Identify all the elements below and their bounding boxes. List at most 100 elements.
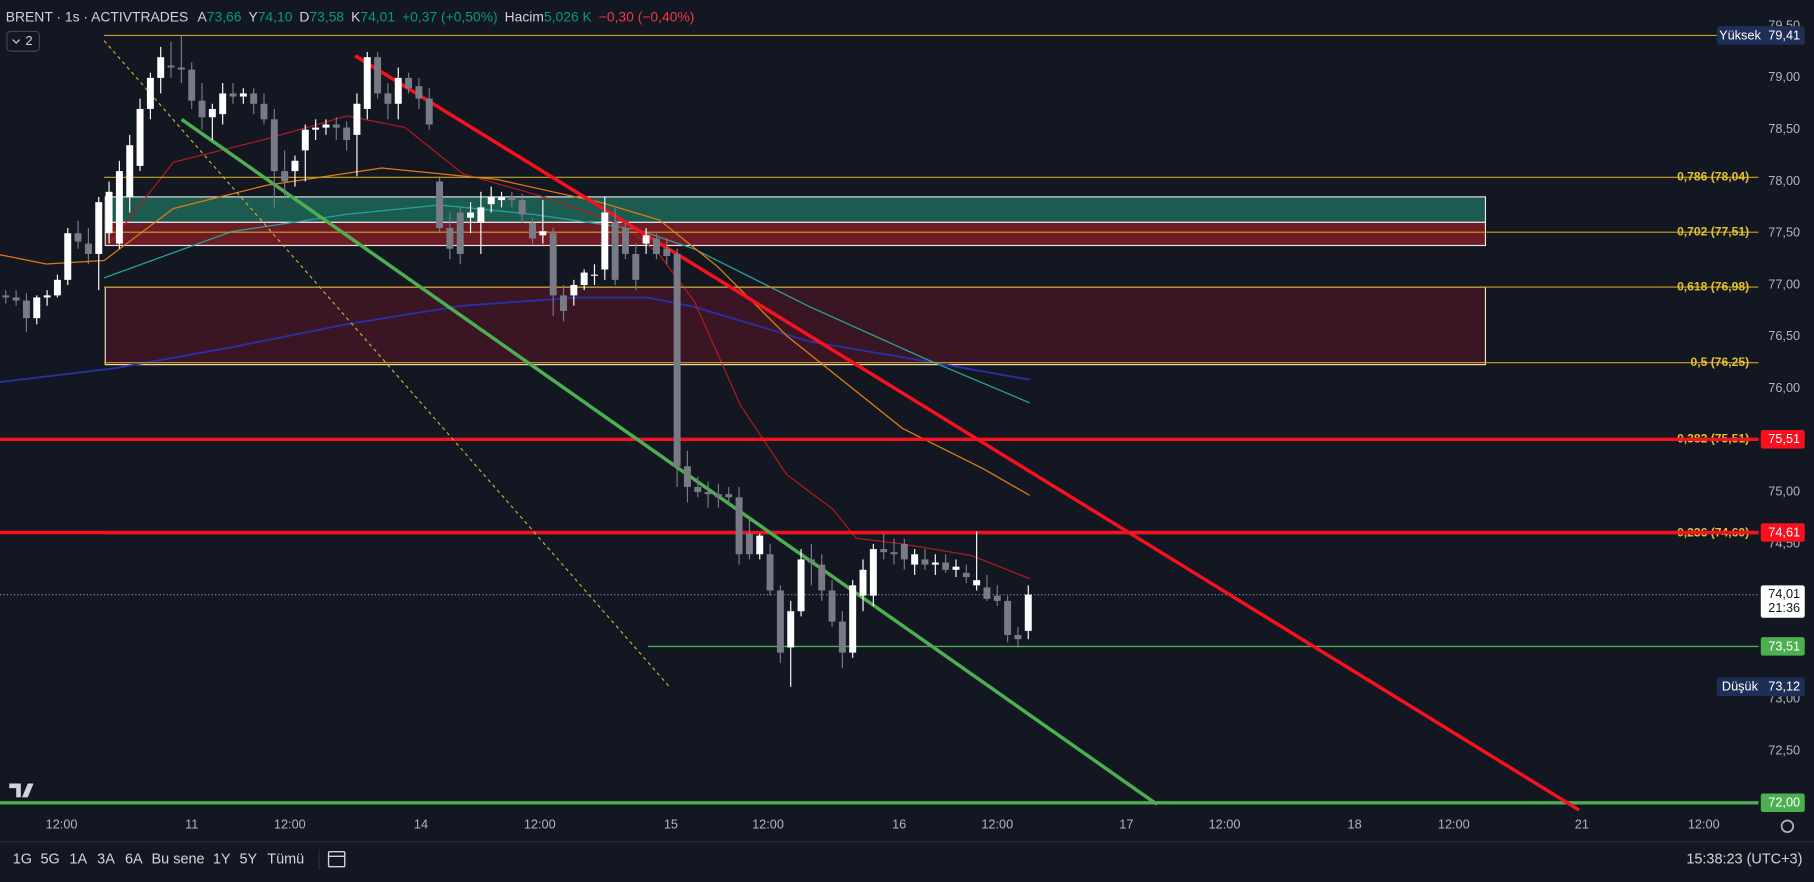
candle-body <box>869 549 877 596</box>
indicator-toggle[interactable]: 2 <box>6 30 40 52</box>
range-button[interactable]: Tümü <box>267 852 304 868</box>
candle-body <box>425 98 433 125</box>
clock: 15:38:23 (UTC+3) <box>1686 852 1802 868</box>
open-value: 73,66 <box>207 8 242 24</box>
candle-body <box>353 103 361 135</box>
marker-value: 79,41 <box>1768 27 1800 42</box>
legend: BRENT · 1s · ACTIVTRADES A73,66 Y74,10 D73,… <box>6 8 695 24</box>
high-value: 74,10 <box>258 8 293 24</box>
candle-body <box>363 57 371 109</box>
candle-body <box>405 77 413 89</box>
x-tick-label: 11 <box>185 816 198 831</box>
candle-body <box>415 86 423 99</box>
candle-body <box>580 272 588 286</box>
range-button[interactable]: 1G <box>13 852 32 868</box>
range-button[interactable]: Bu sene <box>152 852 205 868</box>
candle-body <box>570 285 578 296</box>
range-button[interactable]: 3A <box>97 852 115 868</box>
x-tick-label: 12:00 <box>1209 816 1241 831</box>
price-label-box <box>1760 430 1805 449</box>
candle-body <box>229 93 237 97</box>
calendar <box>327 851 346 868</box>
candle-body <box>591 274 598 276</box>
y-tick-label: 79,00 <box>1768 69 1800 84</box>
candle-body <box>921 559 929 565</box>
y-tick-label: 77,00 <box>1768 276 1800 291</box>
candle-body <box>281 171 289 182</box>
candle-body <box>735 497 743 555</box>
range-button[interactable]: 6A <box>125 852 143 868</box>
fib-trend <box>103 40 672 689</box>
candle-body <box>374 57 382 94</box>
toggle-box[interactable] <box>6 30 40 52</box>
x-tick-label: 18 <box>1348 816 1362 831</box>
candle-body <box>95 202 103 254</box>
candle-body <box>704 492 712 495</box>
volume-change: −0,30 (−0,40%) <box>599 8 695 24</box>
candle-body <box>446 228 454 249</box>
price-label: 74,61 <box>1768 524 1800 539</box>
candle-body <box>859 569 867 596</box>
candle-body <box>260 103 268 120</box>
candle-body <box>725 494 733 498</box>
candle-body <box>1014 635 1022 640</box>
candle-body <box>807 559 815 563</box>
x-tick-label: 12:00 <box>46 816 78 831</box>
candle-body <box>673 253 681 467</box>
candle-body <box>22 300 30 319</box>
candle-body <box>436 181 444 229</box>
candle-body <box>931 562 939 565</box>
moving-average <box>0 296 1030 383</box>
candle-body <box>601 212 609 270</box>
candle-body <box>456 212 464 254</box>
range-button[interactable]: 1A <box>69 852 87 868</box>
candle-body <box>622 228 629 254</box>
candles <box>2 35 1032 687</box>
toolbar: 15:38:23 (UTC+3) 1G 5G 1A 3A 6A Bu sene 1Y 5Y Tü… <box>13 852 1803 868</box>
supply-zone <box>104 196 1487 223</box>
y-tick-label: 78,50 <box>1768 121 1800 136</box>
goto-date-icon[interactable] <box>327 851 346 868</box>
settings-icon[interactable] <box>1780 819 1795 833</box>
moving-average <box>109 115 1030 580</box>
candle-body <box>126 145 134 197</box>
candle-body <box>560 295 567 311</box>
candle-body <box>529 222 536 239</box>
candle-body <box>291 160 299 172</box>
candle-body <box>487 196 495 205</box>
y-tick-label: 77,50 <box>1768 225 1800 240</box>
range-button[interactable]: 5Y <box>239 852 257 868</box>
y-tick-label: 76,00 <box>1768 380 1800 395</box>
chevron-icon <box>12 39 21 44</box>
price-levels: 10,786 (78,04)0,702 (77,51)0,618 (76,98)… <box>0 28 1759 805</box>
candle-body <box>1004 600 1012 636</box>
candle-body <box>394 77 402 104</box>
candle-body <box>632 253 640 280</box>
candle-body <box>818 564 826 591</box>
moving-averages <box>0 115 1030 580</box>
volume-value: 5,026 K <box>544 8 593 24</box>
candle-body <box>188 69 196 101</box>
candle-body <box>167 65 175 68</box>
candle-body <box>787 611 795 648</box>
symbol: BRENT · 1s · ACTIVTRADES <box>6 8 188 24</box>
price-label-box <box>1760 793 1805 813</box>
x-tick-label: 12:00 <box>524 816 556 831</box>
candle-body <box>973 580 981 586</box>
range-button[interactable]: 5G <box>40 852 59 868</box>
last-price-box <box>1760 585 1805 618</box>
range-button[interactable]: 1Y <box>213 852 231 868</box>
candle-body <box>177 67 185 70</box>
candle-body <box>1024 594 1032 631</box>
candle-body <box>797 559 805 612</box>
close-label: K <box>351 8 361 24</box>
y-tick-label: 76,50 <box>1768 328 1800 343</box>
candle-body <box>849 585 857 653</box>
candle-body <box>384 93 392 104</box>
x-tick-label: 12:00 <box>1688 816 1720 831</box>
x-tick-label: 15 <box>664 816 678 831</box>
fib-label: 0,786 (78,04) <box>1677 170 1749 184</box>
x-tick-label: 21 <box>1575 816 1589 831</box>
candle-body <box>498 196 506 201</box>
